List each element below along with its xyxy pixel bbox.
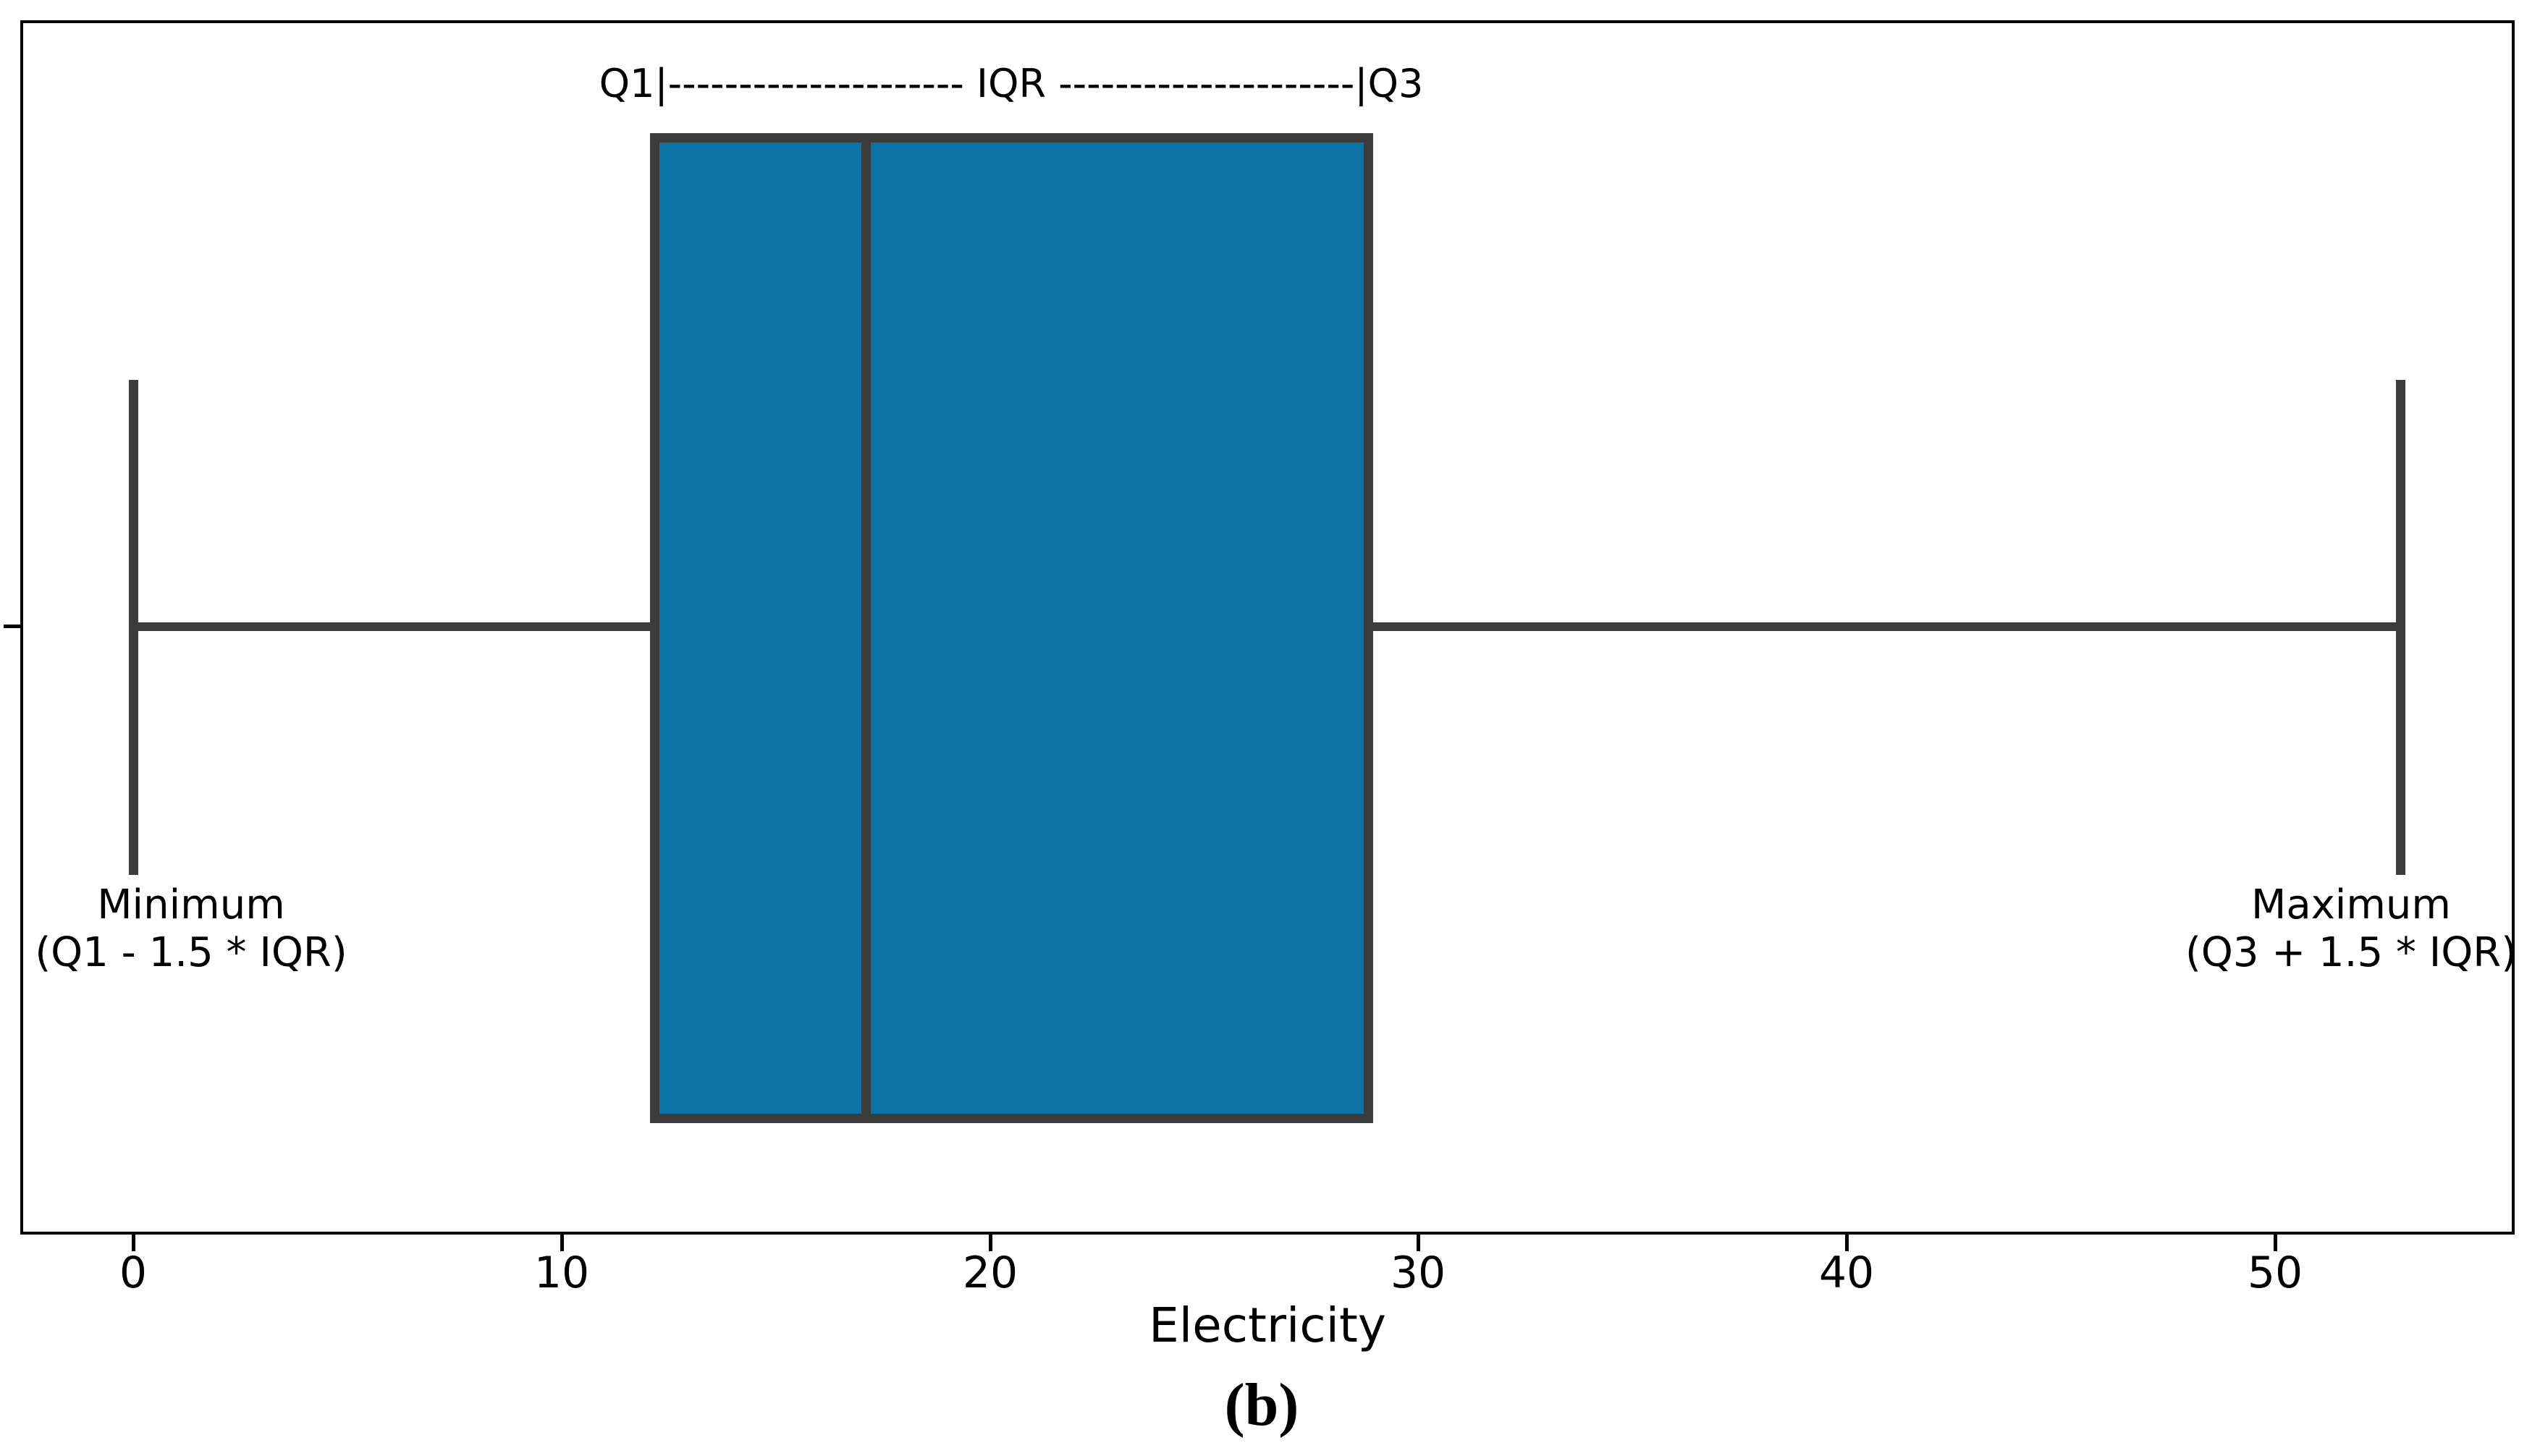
maximum-label: Maximum (Q3 + 1.5 * IQR): [2163, 881, 2539, 977]
x-tick-label-30: 30: [1390, 1248, 1446, 1298]
x-tick-mark-50: [2274, 1235, 2277, 1251]
figure-caption: (b): [1224, 1371, 1299, 1439]
x-tick-label-0: 0: [119, 1248, 148, 1298]
minimum-label: Minimum (Q1 - 1.5 * IQR): [3, 881, 379, 977]
minimum-label-title: Minimum: [97, 881, 285, 928]
x-tick-label-20: 20: [962, 1248, 1018, 1298]
whisker-cap-minimum: [129, 380, 138, 875]
whisker-right: [1368, 622, 2402, 631]
x-tick-mark-20: [989, 1235, 992, 1251]
x-axis-label: Electricity: [1149, 1298, 1386, 1353]
whisker-cap-maximum: [2396, 380, 2405, 875]
iqr-box: [650, 133, 1373, 1123]
x-tick-label-50: 50: [2247, 1248, 2303, 1298]
whisker-left: [136, 622, 655, 631]
x-tick-label-10: 10: [533, 1248, 590, 1298]
x-tick-mark-40: [1845, 1235, 1849, 1251]
x-tick-mark-30: [1417, 1235, 1420, 1251]
x-tick-mark-0: [132, 1235, 135, 1251]
x-tick-label-40: 40: [1818, 1248, 1875, 1298]
maximum-label-title: Maximum: [2251, 881, 2451, 928]
minimum-label-formula: (Q1 - 1.5 * IQR): [35, 929, 347, 976]
iqr-annotation: Q1|--------------------- IQR -----------…: [599, 61, 1424, 106]
y-axis-tick: [4, 625, 21, 628]
x-tick-mark-10: [560, 1235, 564, 1251]
median-line: [861, 133, 871, 1123]
maximum-label-formula: (Q3 + 1.5 * IQR): [2185, 929, 2518, 976]
